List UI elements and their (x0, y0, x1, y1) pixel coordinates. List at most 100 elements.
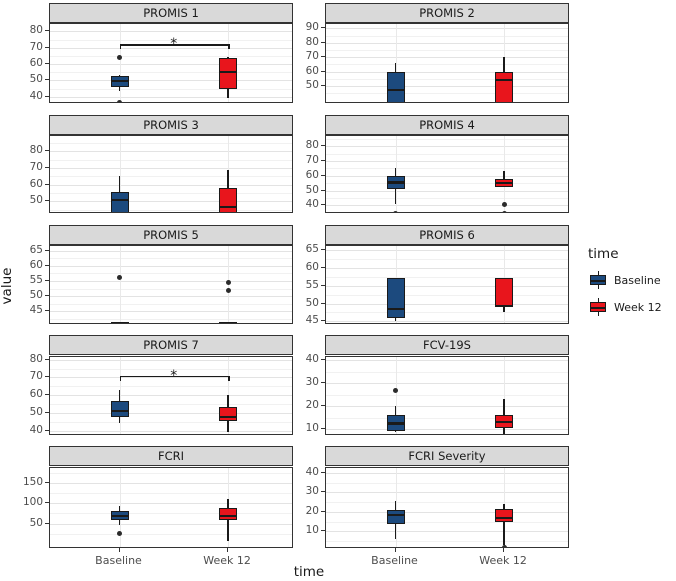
y-tick-label: 80 (305, 139, 319, 152)
outlier-point (393, 210, 398, 212)
facet-title: PROMIS 3 (143, 118, 199, 132)
gridline-minor (50, 472, 292, 474)
facet-panel-PROMIS-5 (49, 245, 293, 324)
gridline-minor (50, 288, 292, 290)
outlier-point (117, 99, 122, 102)
facet-strip-PROMIS-6: PROMIS 6 (325, 225, 569, 245)
gridline-minor (326, 541, 568, 543)
facet-strip-PROMIS-2: PROMIS 2 (325, 3, 569, 23)
y-tick-mark (321, 248, 325, 250)
gridline-minor (326, 213, 568, 214)
gridline-major (326, 205, 568, 207)
facet-strip-PROMIS-4: PROMIS 4 (325, 115, 569, 135)
y-tick-mark (45, 95, 49, 97)
median-line (110, 410, 129, 413)
outlier-point (225, 280, 231, 285)
y-tick-label: 60 (305, 64, 319, 77)
gridline-minor (326, 502, 568, 504)
median-line (386, 513, 405, 516)
y-tick-mark (45, 295, 49, 297)
y-tick-mark (321, 266, 325, 268)
gridline-minor (50, 142, 292, 144)
y-tick-label: 50 (29, 405, 43, 418)
facet-title: PROMIS 2 (419, 6, 475, 20)
median-line (386, 307, 405, 310)
y-tick-label: 55 (305, 278, 319, 291)
y-tick-mark (321, 160, 325, 161)
x-tick-label: Week 12 (479, 554, 527, 567)
facet-panel-PROMIS-1: * (49, 23, 293, 103)
y-tick-label: 20 (305, 504, 319, 517)
whisker-Week-12 (503, 504, 505, 546)
y-tick-label: 80 (305, 35, 319, 48)
y-tick-label: 80 (29, 352, 43, 365)
y-tick-mark (45, 150, 49, 152)
gridline-minor (50, 368, 292, 370)
legend-item-week12: Week 12 (588, 297, 674, 317)
outlier-point (501, 544, 507, 547)
gridline-minor (50, 273, 292, 275)
y-tick-mark (45, 394, 49, 396)
gridline-minor (50, 88, 292, 90)
y-tick-mark (45, 63, 49, 64)
significance-star: * (170, 36, 178, 53)
y-tick-mark (45, 30, 49, 32)
gridline-major (326, 86, 568, 87)
gridline-vertical (504, 357, 506, 434)
gridline-minor (50, 258, 292, 260)
gridline-vertical (395, 357, 397, 434)
facet-panel-PROMIS-3 (49, 135, 293, 213)
facet-title: PROMIS 7 (143, 338, 199, 352)
gridline-major (50, 96, 292, 98)
gridline-major (50, 359, 292, 361)
gridline-major (326, 429, 568, 431)
facet-title: FCV-19S (423, 338, 471, 352)
y-tick-label: 50 (29, 194, 43, 207)
facet-panel-PROMIS-6 (325, 245, 569, 324)
y-tick-mark (321, 428, 325, 430)
y-tick-label: 30 (305, 376, 319, 389)
gridline-major (326, 360, 568, 362)
facet-panel-FCRI (49, 467, 293, 548)
y-tick-mark (45, 429, 49, 431)
outlier-point (117, 55, 122, 60)
median-line (495, 182, 514, 185)
y-tick-mark (45, 481, 49, 483)
y-tick-label: 70 (29, 40, 43, 53)
week12-boxplot-key-icon (588, 297, 608, 317)
outlier-point (393, 387, 398, 393)
gridline-minor (326, 35, 568, 37)
gridline-major (326, 511, 568, 513)
gridline-major (50, 412, 292, 414)
y-tick-label: 60 (29, 177, 43, 190)
y-tick-mark (321, 189, 325, 191)
gridline-major (326, 492, 568, 494)
outlier-point (117, 275, 122, 281)
y-tick-mark (45, 376, 49, 378)
gridline-major (50, 395, 292, 397)
box-Baseline (110, 401, 129, 418)
gridline-minor (50, 159, 292, 161)
facet-strip-PROMIS-3: PROMIS 3 (49, 115, 293, 135)
y-tick-mark (321, 510, 325, 512)
gridline-minor (326, 417, 568, 419)
y-tick-label: 60 (29, 388, 43, 401)
median-line (110, 80, 129, 83)
gridline-minor (50, 533, 292, 535)
gridline-minor (326, 258, 568, 260)
gridline-major (50, 151, 292, 153)
facet-strip-PROMIS-5: PROMIS 5 (49, 225, 293, 245)
y-tick-label: 45 (29, 304, 43, 317)
median-line (219, 415, 238, 418)
median-line (219, 321, 238, 323)
x-tick-mark (394, 548, 396, 552)
median-line (386, 422, 405, 425)
y-tick-mark (321, 85, 325, 86)
significance-bracket-end (228, 375, 230, 381)
y-tick-label: 20 (305, 399, 319, 412)
median-line (386, 181, 405, 184)
gridline-major (50, 250, 292, 252)
gridline-major (326, 383, 568, 385)
y-tick-label: 65 (305, 242, 319, 255)
y-tick-mark (45, 200, 49, 202)
